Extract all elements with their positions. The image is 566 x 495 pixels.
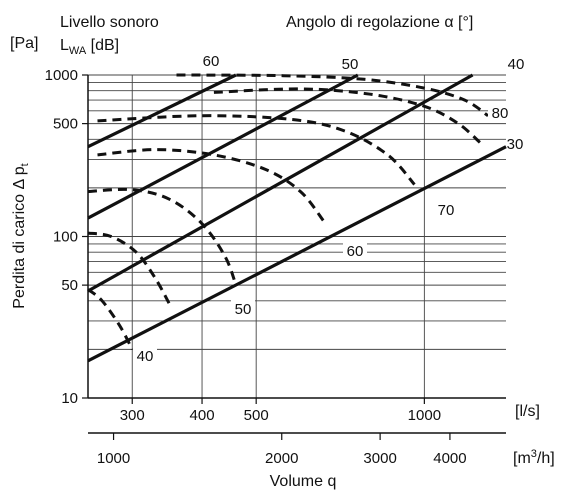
x-unit-m3h: [m3/h]: [513, 448, 555, 467]
x-tick-label-m3h: 4000: [433, 450, 466, 467]
sound-level-curve: [87, 231, 171, 306]
sound-label-bg: [434, 201, 458, 219]
lwa-unit: [dB]: [86, 37, 119, 54]
y-axis-symbol: Δ p: [11, 166, 28, 189]
angle-label: 40: [508, 56, 525, 73]
angle-label: 60: [203, 53, 220, 70]
sound-label: 80: [492, 105, 509, 122]
y-tick-label: 1000: [45, 67, 78, 84]
y-unit-label: [Pa]: [10, 35, 38, 52]
sound-level-curve: [213, 87, 482, 145]
y-axis-symbol-sub: t: [19, 163, 31, 166]
sound-label-bg: [488, 104, 512, 122]
sound-level-curve: [87, 187, 238, 286]
angle-line: [87, 145, 507, 363]
x-tick-label-m3h: 2000: [265, 450, 298, 467]
x-tick-label-ls: 1000: [408, 407, 441, 424]
top-right-label: Angolo di regolazione α [°]: [286, 14, 473, 31]
top-left-label-line2: LWA [dB]: [60, 37, 119, 57]
x-tick-label-ls: 500: [244, 407, 269, 424]
y-axis-title: Perdita di carico Δ pt: [11, 163, 31, 308]
m3h-prefix: [m: [513, 450, 531, 467]
lwa-sub: WA: [69, 45, 87, 57]
angle-line: [87, 73, 474, 293]
sound-label-bg: [343, 242, 367, 260]
top-left-label-line1: Livello sonoro: [60, 14, 159, 31]
sound-label: 70: [438, 202, 455, 219]
x-tick-label-ls: 400: [190, 407, 215, 424]
sound-label-bg: [231, 300, 255, 318]
m3h-suffix: /h]: [537, 450, 555, 467]
sound-label: 60: [347, 243, 364, 260]
y-tick-label: 100: [53, 229, 78, 246]
y-axis-title-text: Perdita di carico: [11, 194, 28, 309]
tick-layer: 10 50 100 500 1000 300 400 500 1000 1000 2000 3000 4…: [45, 67, 467, 467]
sound-label-bg: [133, 347, 157, 365]
x-axis-title: Volume q: [270, 473, 337, 490]
angle-line: [87, 73, 359, 220]
sound-level-curve: [176, 73, 489, 117]
x-tick-label-m3h: 3000: [363, 450, 396, 467]
x-tick-label-m3h: 1000: [97, 450, 130, 467]
sound-level-curve: [97, 114, 416, 186]
sound-label: 40: [137, 348, 154, 365]
sound-label: 50: [235, 301, 252, 318]
angle-label: 50: [342, 56, 359, 73]
y-tick-label: 50: [61, 277, 78, 294]
x-unit-ls: [l/s]: [515, 403, 540, 420]
angle-line: [87, 73, 237, 149]
sound-level-curve: [97, 148, 325, 222]
y-tick-label: 500: [53, 116, 78, 133]
series-layer: 60 50 40 30 80 70 60 50 40: [87, 53, 525, 365]
lwa-l: L: [60, 37, 69, 54]
angle-label: 30: [507, 136, 524, 153]
y-tick-label: 10: [61, 390, 78, 407]
x-tick-label-ls: 300: [120, 407, 145, 424]
m3h-sup: 3: [531, 448, 537, 460]
